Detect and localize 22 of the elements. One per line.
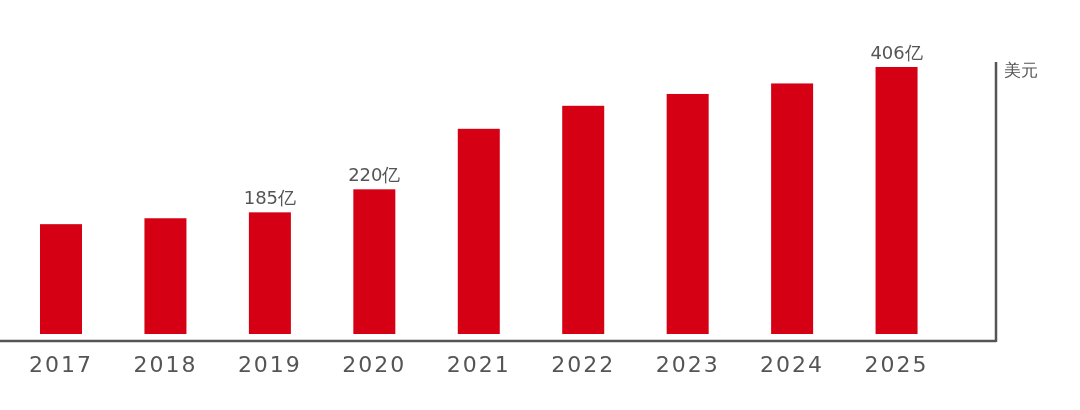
x-tick-label: 2025 bbox=[864, 352, 929, 377]
bar bbox=[40, 224, 82, 334]
x-tick-label: 2019 bbox=[237, 352, 302, 377]
data-label: 406亿 bbox=[870, 42, 923, 63]
bar bbox=[144, 218, 187, 334]
bar bbox=[562, 105, 605, 334]
x-tick-label: 2024 bbox=[760, 352, 825, 377]
x-tick-label: 2020 bbox=[342, 352, 407, 377]
x-tick-label: 2022 bbox=[551, 352, 616, 377]
y-axis-title: 美元 bbox=[1004, 60, 1038, 80]
x-tick-label: 2023 bbox=[655, 352, 720, 377]
bar bbox=[248, 212, 291, 334]
bar bbox=[353, 189, 396, 334]
bar bbox=[875, 67, 918, 334]
data-label: 220亿 bbox=[348, 164, 401, 186]
bar bbox=[457, 128, 500, 334]
x-tick-label: 2018 bbox=[133, 352, 198, 377]
bar bbox=[771, 83, 814, 334]
x-tick-label: 2021 bbox=[446, 352, 511, 377]
x-tick-label: 2017 bbox=[29, 352, 93, 377]
data-label: 185亿 bbox=[243, 187, 297, 209]
bar bbox=[666, 93, 709, 334]
